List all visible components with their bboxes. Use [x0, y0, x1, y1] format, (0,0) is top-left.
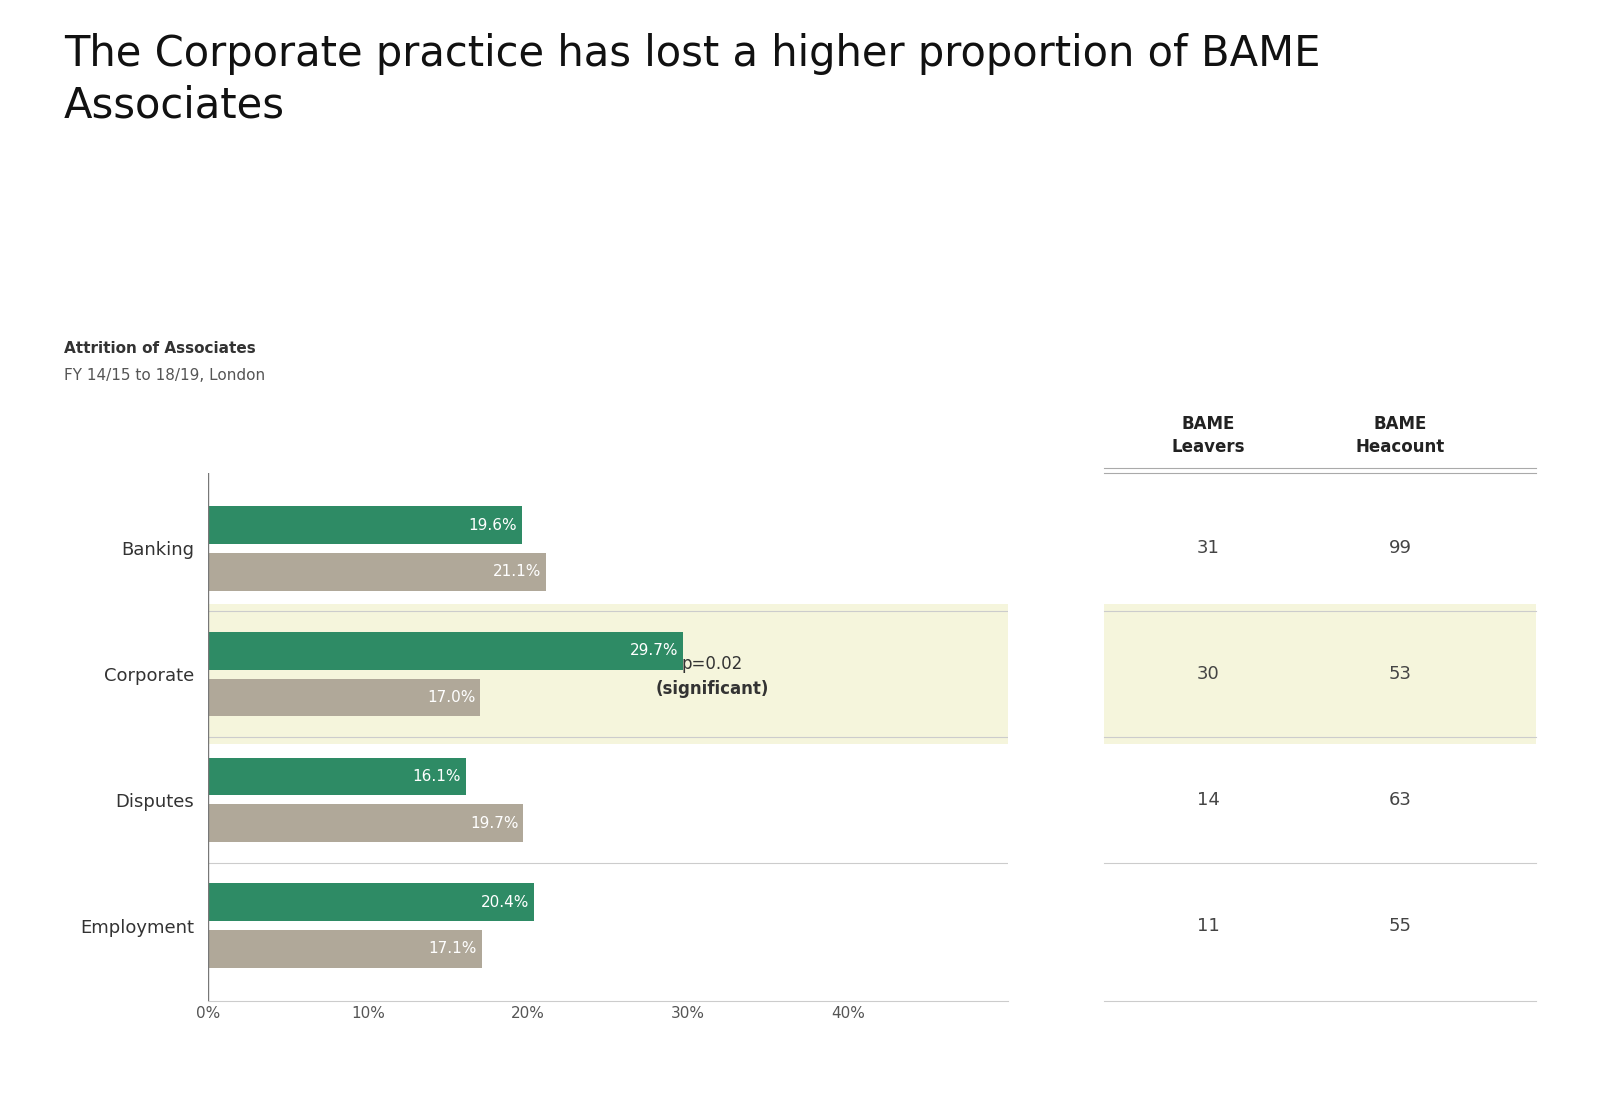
Text: (significant): (significant): [656, 680, 768, 698]
Bar: [208, 679, 480, 716]
Text: 99: 99: [1389, 539, 1411, 558]
Text: FY 14/15 to 18/19, London: FY 14/15 to 18/19, London: [64, 368, 266, 384]
Bar: [208, 632, 683, 670]
Text: 17.1%: 17.1%: [429, 942, 477, 956]
Text: 53: 53: [1389, 666, 1411, 683]
Text: 55: 55: [1389, 916, 1411, 935]
Text: 29.7%: 29.7%: [630, 644, 678, 659]
Text: p=0.02: p=0.02: [682, 656, 742, 673]
Text: 19.6%: 19.6%: [469, 518, 517, 532]
Text: The Corporate practice has lost a higher proportion of BAME
Associates: The Corporate practice has lost a higher…: [64, 33, 1320, 126]
Text: 63: 63: [1389, 791, 1411, 808]
Text: 31: 31: [1197, 539, 1219, 558]
Text: 14: 14: [1197, 791, 1219, 808]
Bar: [208, 506, 522, 544]
Text: 21.1%: 21.1%: [493, 564, 541, 580]
Text: 16.1%: 16.1%: [413, 769, 461, 784]
Text: Attrition of Associates: Attrition of Associates: [64, 341, 256, 356]
Bar: [208, 883, 534, 921]
Bar: [208, 553, 546, 591]
FancyBboxPatch shape: [208, 604, 1008, 744]
Bar: [208, 804, 523, 842]
Text: 20.4%: 20.4%: [482, 894, 530, 910]
Text: 19.7%: 19.7%: [470, 815, 518, 830]
Text: 11: 11: [1197, 916, 1219, 935]
Text: BAME
Heacount: BAME Heacount: [1355, 415, 1445, 456]
Text: 30: 30: [1197, 666, 1219, 683]
Text: BAME
Leavers: BAME Leavers: [1171, 415, 1245, 456]
Bar: [208, 758, 466, 795]
Bar: [208, 930, 482, 968]
Text: 17.0%: 17.0%: [427, 690, 475, 705]
